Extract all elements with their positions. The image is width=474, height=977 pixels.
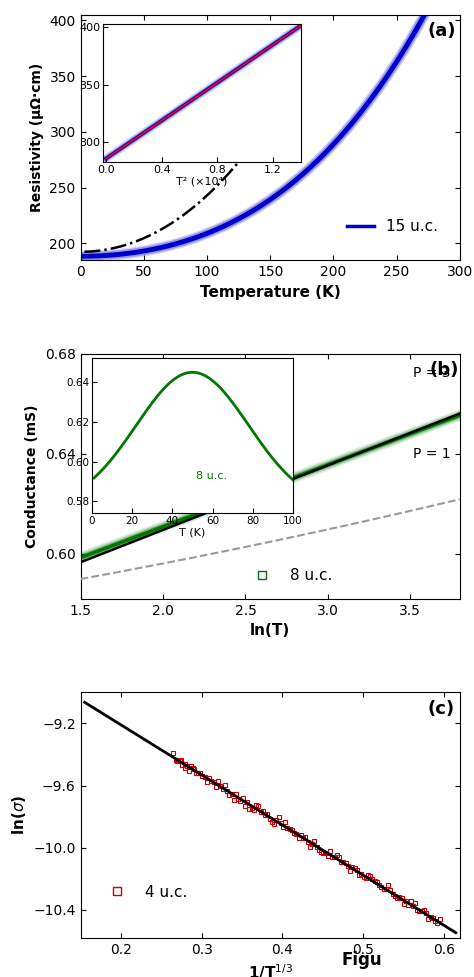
Legend: 15 u.c.: 15 u.c.: [341, 213, 445, 240]
X-axis label: 1/T$^{1/3}$: 1/T$^{1/3}$: [248, 962, 292, 977]
Text: Figu: Figu: [341, 952, 382, 969]
Y-axis label: ln($\sigma$): ln($\sigma$): [10, 795, 28, 835]
X-axis label: Temperature (K): Temperature (K): [200, 284, 340, 300]
X-axis label: ln(T): ln(T): [250, 623, 290, 639]
Text: P = 3: P = 3: [413, 365, 450, 380]
Y-axis label: Resistivity (μΩ·cm): Resistivity (μΩ·cm): [30, 63, 44, 212]
Text: P = 1: P = 1: [413, 446, 450, 461]
Text: (a): (a): [428, 22, 456, 40]
Legend: 8 u.c.: 8 u.c.: [241, 562, 338, 589]
Legend: 4 u.c.: 4 u.c.: [96, 878, 193, 906]
Text: (c): (c): [428, 700, 455, 718]
Y-axis label: Conductance (mS): Conductance (mS): [25, 404, 39, 548]
Text: (b): (b): [429, 361, 459, 379]
